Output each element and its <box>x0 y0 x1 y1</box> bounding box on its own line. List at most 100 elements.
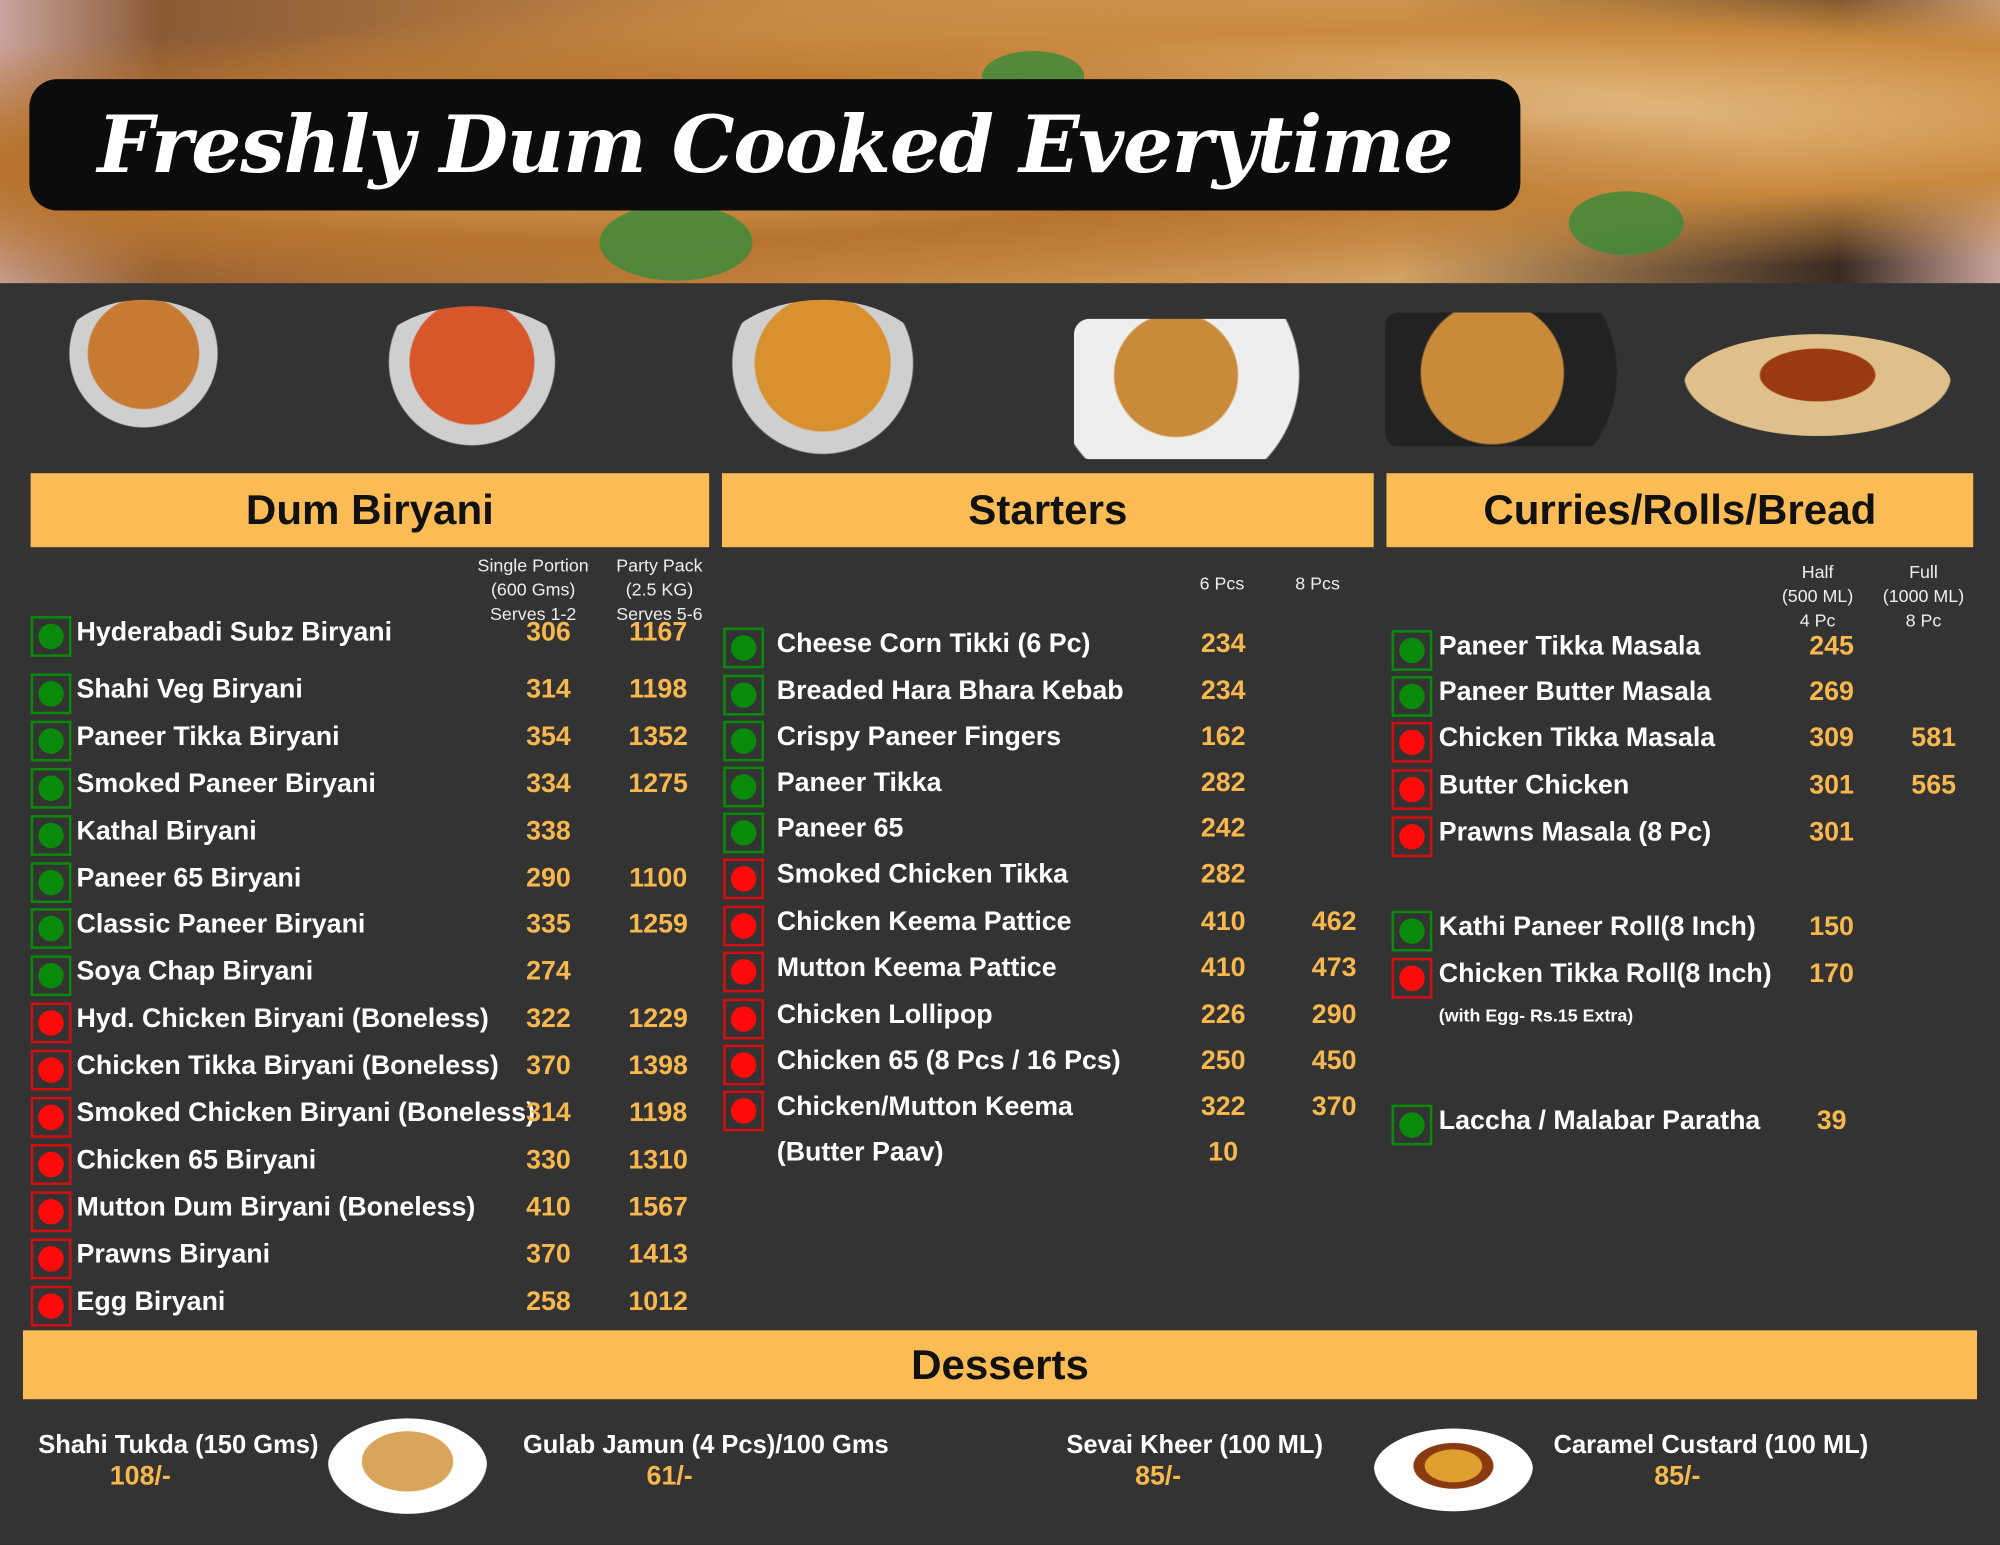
food-image-caramel-custard <box>1373 1428 1534 1512</box>
page-title: Freshly Dum Cooked Everytime <box>97 98 1453 192</box>
column-header-line: Single Portion <box>477 554 589 576</box>
veg-indicator-icon <box>30 767 72 809</box>
section-header-starters: Starters <box>721 473 1374 548</box>
veg-indicator-icon <box>30 861 72 903</box>
dessert-name: Shahi Tukda (150 Gms) <box>38 1431 319 1460</box>
veg-indicator-icon <box>30 908 72 950</box>
veg-indicator-icon <box>30 720 72 762</box>
column-header-line: 8 Pc <box>1905 609 1942 631</box>
menu-item-name: Hyderabadi Subz Biryani <box>76 617 393 647</box>
menu-item-price: 309 <box>1809 723 1854 753</box>
dessert-price: 85/- <box>1654 1461 1701 1492</box>
menu-item-price: 234 <box>1200 628 1246 659</box>
menu-item-price: 1567 <box>628 1192 688 1222</box>
menu-item-price: 1198 <box>629 1098 688 1128</box>
menu-item-name: Crispy Paneer Fingers <box>776 721 1062 752</box>
veg-indicator-icon <box>723 674 765 716</box>
food-image-paneer-biryani <box>363 306 581 447</box>
menu-item-price: 1413 <box>628 1239 688 1269</box>
mint-leaf-image <box>599 204 753 281</box>
menu-item-price: 242 <box>1200 813 1246 844</box>
menu-item-name: Mutton Keema Pattice <box>776 952 1057 983</box>
veg-indicator-icon <box>1391 630 1433 671</box>
menu-item-name: Paneer 65 <box>776 813 904 844</box>
menu-item-price: 410 <box>526 1192 571 1222</box>
dessert-name: Gulab Jamun (4 Pcs)/100 Gms <box>522 1431 889 1460</box>
column-header-line: 4 Pc <box>1799 609 1836 631</box>
dessert-name: Sevai Kheer (100 ML) <box>1066 1431 1323 1460</box>
veg-indicator-icon <box>30 616 72 657</box>
column-header: 8 Pcs <box>1254 571 1382 595</box>
food-image-shahi-tukda <box>327 1418 488 1515</box>
section-header-desserts: Desserts <box>22 1330 1978 1400</box>
column-header: Half (500 ML) 4 Pc <box>1754 560 1882 633</box>
menu-item-price: 170 <box>1809 959 1854 989</box>
column-header-line: (600 Gms) <box>490 579 576 600</box>
nonveg-indicator-icon <box>723 951 765 993</box>
column-header-line: Party Pack <box>616 554 703 576</box>
menu-item-price: 1100 <box>629 862 688 893</box>
menu-item-name: Chicken Tikka Biryani (Boneless) <box>76 1051 499 1081</box>
food-image-chicken-biryani <box>707 299 938 460</box>
menu-item-price: 370 <box>1311 1091 1357 1122</box>
menu-item-price: 274 <box>526 957 571 987</box>
menu-item-name: Chicken Lollipop <box>776 999 993 1030</box>
column-header-line: Serves 1-2 <box>489 603 577 624</box>
menu-item-name: Breaded Hara Bhara Kebab <box>776 676 1124 706</box>
menu-item-price: 301 <box>1809 817 1854 847</box>
veg-indicator-icon <box>1391 1104 1433 1146</box>
food-image-veg-biryani <box>51 299 236 434</box>
menu-item-name: Chicken Keema Pattice <box>776 906 1072 937</box>
menu-item-price: 234 <box>1200 676 1246 706</box>
menu-item-price: 1198 <box>629 674 688 704</box>
menu-item-name: Cheese Corn Tikki (6 Pc) <box>776 628 1091 659</box>
menu-item-name: Chicken 65 (8 Pcs / 16 Pcs) <box>776 1045 1121 1076</box>
menu-item-name: Chicken/Mutton Keema <box>776 1091 1073 1122</box>
food-image-kebab <box>1385 312 1654 447</box>
menu-item-price: 410 <box>1200 906 1246 937</box>
menu-item-price: 250 <box>1200 1045 1246 1076</box>
nonveg-indicator-icon <box>1391 816 1433 858</box>
nonveg-indicator-icon <box>1391 957 1433 999</box>
section-header-dum-biryani: Dum Biryani <box>30 473 710 548</box>
dessert-name: Caramel Custard (100 ML) <box>1553 1431 1869 1460</box>
menu-item-price: 330 <box>526 1145 571 1175</box>
section-title: Dum Biryani <box>245 485 494 534</box>
menu-item-name: Butter Chicken <box>1438 770 1630 800</box>
nonveg-indicator-icon <box>723 1090 765 1132</box>
menu-item-price: 150 <box>1809 911 1854 942</box>
nonveg-indicator-icon <box>30 1238 72 1279</box>
nonveg-indicator-icon <box>30 1002 72 1044</box>
column-header-line: (1000 ML) <box>1882 585 1965 606</box>
menu-item-name: Classic Paneer Biryani <box>76 909 366 940</box>
menu-item-price: 290 <box>526 862 571 893</box>
menu-item-name: Paneer Butter Masala <box>1438 677 1712 707</box>
food-image-gulab-jamun <box>1683 334 1952 437</box>
menu-item-note: (with Egg- Rs.15 Extra) <box>1438 1005 1634 1026</box>
section-title: Desserts <box>911 1340 1089 1388</box>
menu-item-price: 1167 <box>629 617 688 647</box>
nonveg-indicator-icon <box>30 1049 72 1091</box>
menu-item-name: Smoked Chicken Tikka <box>776 859 1069 890</box>
menu-item-name: Kathal Biryani <box>76 815 257 846</box>
column-header: Single Portion (600 Gms) Serves 1-2 <box>469 554 597 627</box>
column-header-line: Full <box>1909 561 1938 582</box>
nonveg-indicator-icon <box>30 1285 72 1327</box>
menu-item-price: 245 <box>1809 631 1854 661</box>
menu-item-price: 322 <box>526 1004 571 1034</box>
menu-item-name: Laccha / Malabar Paratha <box>1438 1105 1761 1136</box>
menu-item-name: Hyd. Chicken Biryani (Boneless) <box>76 1004 489 1034</box>
menu-item-price: 269 <box>1809 677 1854 707</box>
veg-indicator-icon <box>30 955 72 997</box>
menu-item-price: 258 <box>526 1286 571 1316</box>
menu-item-price: 410 <box>1200 952 1246 983</box>
menu-item-name: Mutton Dum Biryani (Boneless) <box>76 1192 476 1222</box>
menu-item-price: 282 <box>1200 767 1246 798</box>
menu-item-price: 301 <box>1809 770 1854 800</box>
food-image-tikki <box>1073 318 1330 460</box>
menu-item-price: 1275 <box>628 768 688 799</box>
menu-item-price: 322 <box>1200 1091 1246 1122</box>
veg-indicator-icon <box>723 627 765 669</box>
column-header-line: (2.5 KG) <box>625 579 694 600</box>
menu-item-name: Kathi Paneer Roll(8 Inch) <box>1438 911 1756 942</box>
